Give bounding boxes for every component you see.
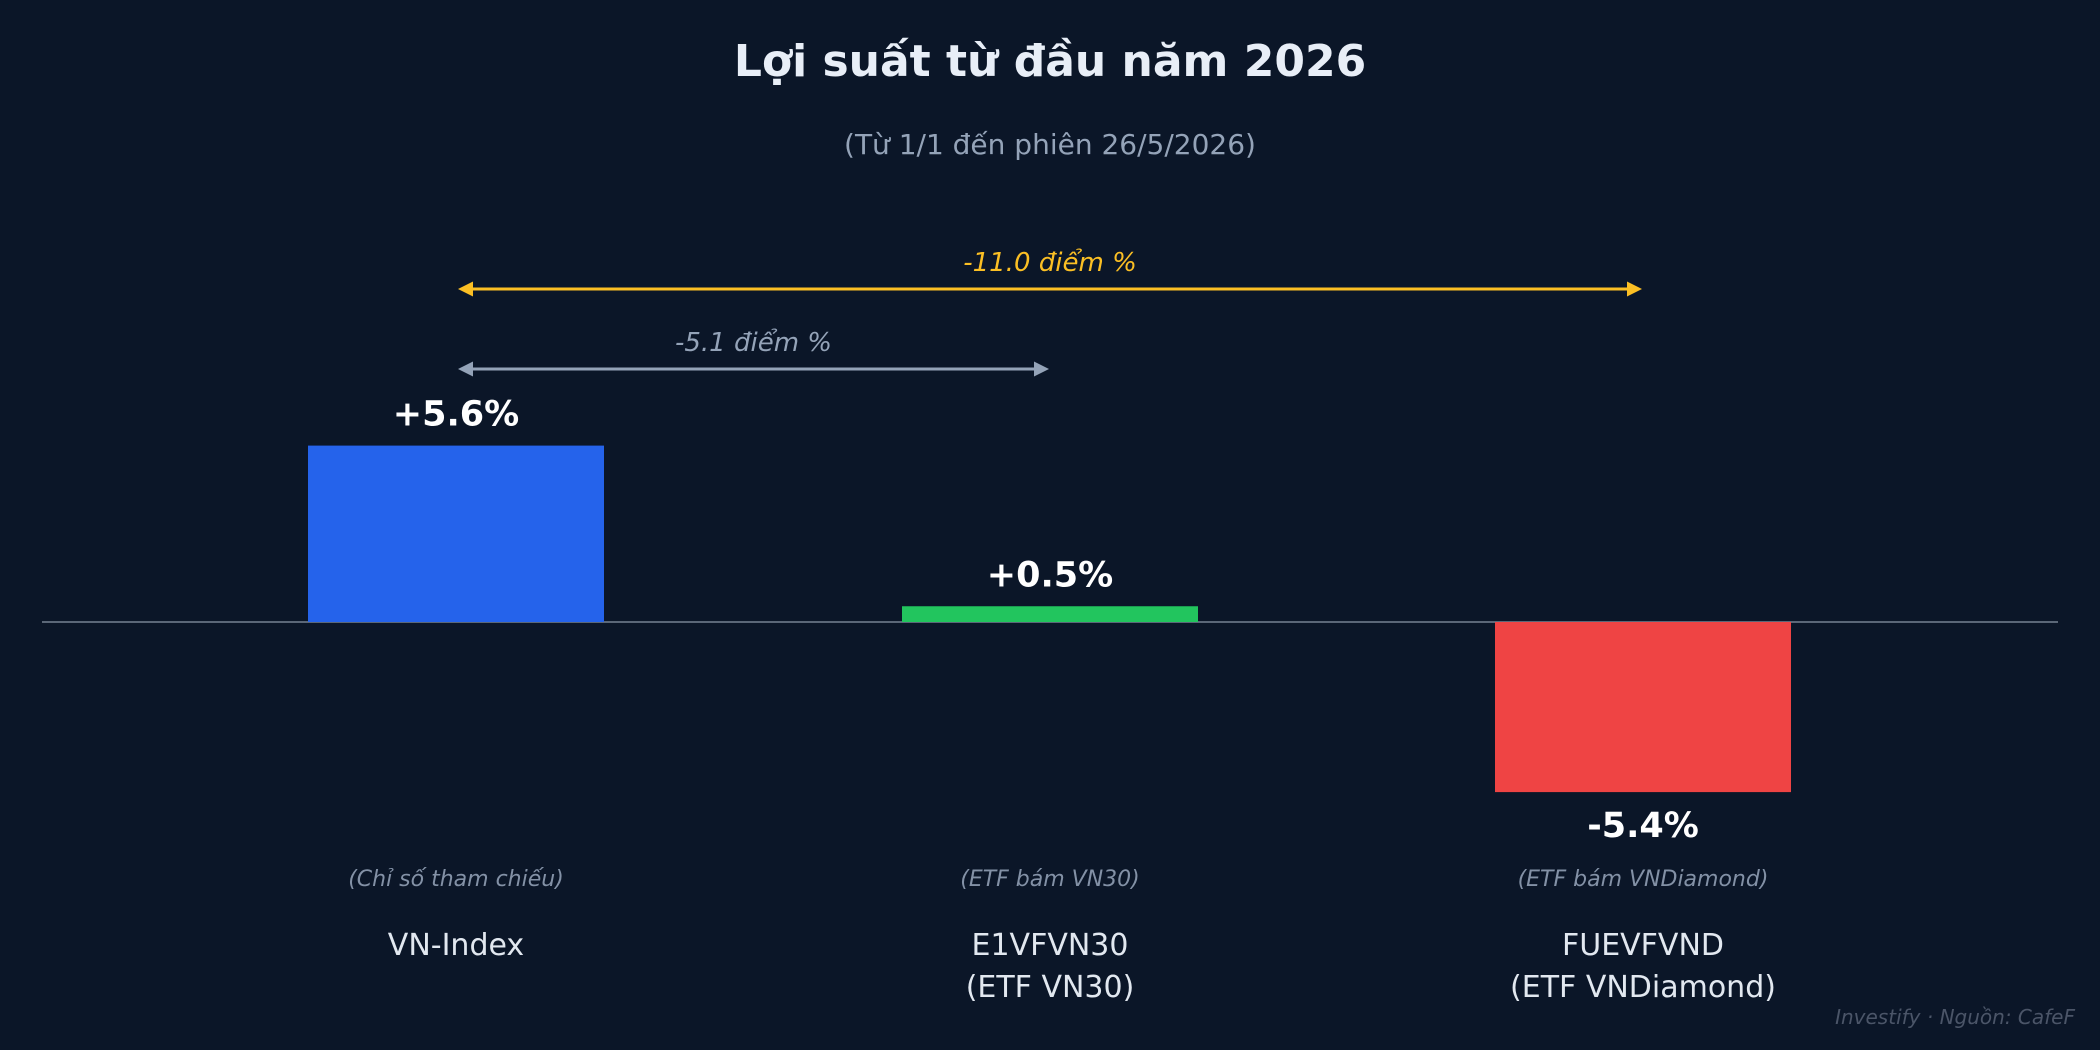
value-label-3: -5.4% (1587, 806, 1699, 846)
value-label-2: +0.5% (987, 555, 1113, 595)
bar-2 (902, 606, 1198, 622)
category-label-1: VN-Index (388, 928, 524, 963)
category-label-2: E1VFVN30 (972, 928, 1129, 963)
category-note-3: (ETF bám VNDiamond) (1518, 867, 1769, 892)
category-label-3-sub: (ETF VNDiamond) (1510, 970, 1776, 1005)
category-note-1: (Chỉ số tham chiếu) (348, 867, 564, 892)
source-note: Investify · Nguồn: CafeF (1835, 1005, 2075, 1029)
chart-title: Lợi suất từ đầu năm 2026 (734, 36, 1366, 87)
bar-3 (1495, 622, 1791, 793)
category-label-2-sub: (ETF VN30) (966, 970, 1135, 1005)
category-note-2: (ETF bám VN30) (960, 867, 1140, 892)
difference-label-2: -11.0 điểm % (963, 247, 1137, 278)
category-label-3: FUEVFVND (1562, 928, 1724, 963)
value-label-1: +5.6% (393, 395, 519, 435)
chart-subtitle: (Từ 1/1 đến phiên 26/5/2026) (844, 128, 1256, 161)
difference-label-1: -5.1 điểm % (675, 327, 832, 358)
bar-1 (308, 445, 604, 622)
